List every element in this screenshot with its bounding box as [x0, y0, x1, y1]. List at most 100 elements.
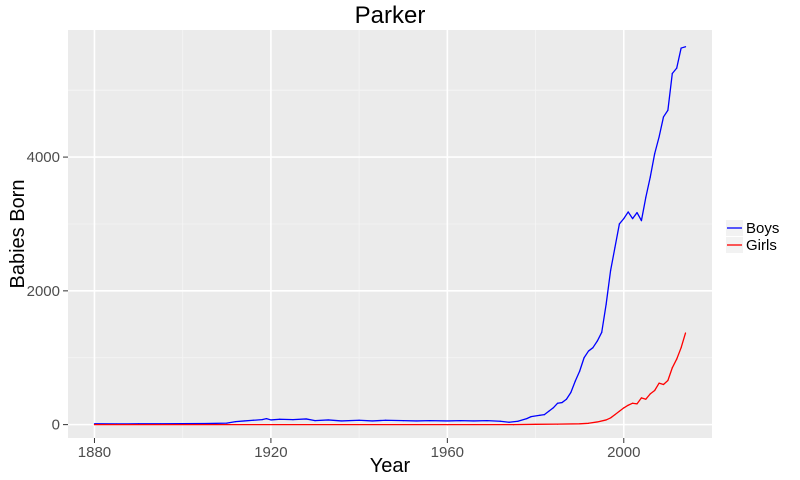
data-point-boys — [517, 420, 519, 422]
data-point-boys — [605, 303, 607, 305]
data-point-boys — [565, 398, 568, 400]
data-point-boys — [587, 350, 590, 352]
data-point-boys — [658, 136, 660, 138]
data-point-girls — [618, 410, 620, 412]
data-point-boys — [265, 418, 268, 420]
data-point-boys — [305, 418, 307, 420]
data-point-girls — [557, 423, 559, 425]
data-point-boys — [680, 47, 682, 49]
data-point-boys — [662, 116, 665, 118]
data-point-boys — [459, 420, 462, 422]
data-point-boys — [270, 419, 272, 421]
data-point-girls — [640, 397, 643, 399]
data-point-girls — [684, 332, 687, 334]
data-point-boys — [429, 420, 431, 422]
data-point-boys — [279, 418, 281, 420]
data-point-boys — [358, 419, 360, 421]
data-point-boys — [618, 223, 620, 225]
data-point-girls — [632, 402, 634, 404]
data-point-boys — [226, 422, 228, 424]
data-point-boys — [583, 357, 585, 359]
data-point-boys — [636, 212, 638, 214]
data-point-girls — [605, 419, 607, 421]
data-point-girls — [680, 347, 682, 349]
data-point-boys — [676, 67, 678, 69]
data-point-boys — [596, 340, 598, 342]
data-point-boys — [570, 391, 572, 394]
y-axis-title: Babies Born — [7, 180, 29, 289]
series-line-boys — [94, 46, 686, 425]
data-point-boys — [526, 418, 528, 420]
x-tick-label: 1960 — [431, 444, 464, 461]
legend-label-boys: Boys — [746, 220, 779, 237]
data-point-girls — [93, 424, 96, 426]
data-point-boys — [557, 402, 559, 404]
y-tick-label: 2000 — [27, 283, 60, 300]
data-point-boys — [614, 246, 616, 248]
data-point-boys — [601, 331, 603, 333]
data-point-boys — [446, 420, 448, 422]
data-point-boys — [645, 196, 647, 198]
data-point-boys — [204, 422, 206, 425]
data-point-boys — [654, 153, 656, 155]
x-tick-label: 1880 — [78, 444, 111, 461]
data-point-boys — [235, 421, 237, 423]
data-point-boys — [632, 218, 634, 220]
plot-panel — [68, 30, 712, 438]
data-point-boys — [508, 421, 510, 423]
data-point-boys — [530, 416, 532, 418]
data-point-boys — [415, 420, 418, 422]
data-point-boys — [473, 420, 475, 422]
data-point-girls — [671, 367, 673, 369]
data-point-girls — [667, 379, 669, 382]
data-point-boys — [539, 414, 541, 416]
data-point-girls — [662, 383, 665, 386]
data-point-girls — [609, 417, 612, 419]
data-point-boys — [552, 407, 554, 409]
data-point-girls — [649, 393, 651, 395]
x-axis-title: Year — [370, 455, 411, 477]
data-point-boys — [640, 220, 643, 222]
legend-label-girls: Girls — [746, 237, 777, 254]
data-point-girls — [614, 413, 616, 416]
data-point-girls — [654, 389, 656, 392]
data-point-boys — [592, 347, 594, 349]
data-point-boys — [561, 401, 563, 404]
data-point-boys — [667, 109, 669, 111]
data-point-girls — [676, 358, 678, 360]
data-point-girls — [596, 421, 598, 423]
x-tick-label: 2000 — [607, 444, 640, 461]
data-point-boys — [327, 419, 329, 421]
data-point-girls — [587, 422, 590, 424]
data-point-boys — [252, 419, 254, 421]
data-point-girls — [627, 404, 629, 406]
data-point-girls — [636, 403, 638, 405]
data-point-boys — [627, 211, 629, 213]
data-point-boys — [243, 420, 246, 422]
data-point-boys — [609, 270, 612, 272]
data-point-boys — [340, 420, 343, 422]
data-point-boys — [623, 218, 625, 220]
chart-title: Parker — [355, 2, 426, 29]
data-point-boys — [649, 176, 651, 178]
data-point-boys — [671, 72, 673, 75]
data-point-boys — [261, 419, 263, 421]
data-point-girls — [658, 382, 660, 384]
x-tick-label: 1920 — [254, 444, 287, 461]
data-point-boys — [579, 370, 581, 372]
data-point-boys — [543, 413, 545, 416]
data-point-boys — [371, 420, 373, 422]
data-point-boys — [548, 410, 550, 412]
data-point-boys — [574, 380, 576, 382]
data-point-boys — [384, 419, 387, 421]
data-point-boys — [292, 419, 294, 421]
data-point-boys — [402, 420, 404, 422]
data-point-girls — [579, 423, 581, 425]
data-point-girls — [623, 407, 625, 409]
data-point-boys — [499, 420, 501, 422]
data-point-girls — [534, 423, 537, 425]
data-point-boys — [684, 46, 687, 48]
y-tick-label: 4000 — [27, 149, 60, 166]
